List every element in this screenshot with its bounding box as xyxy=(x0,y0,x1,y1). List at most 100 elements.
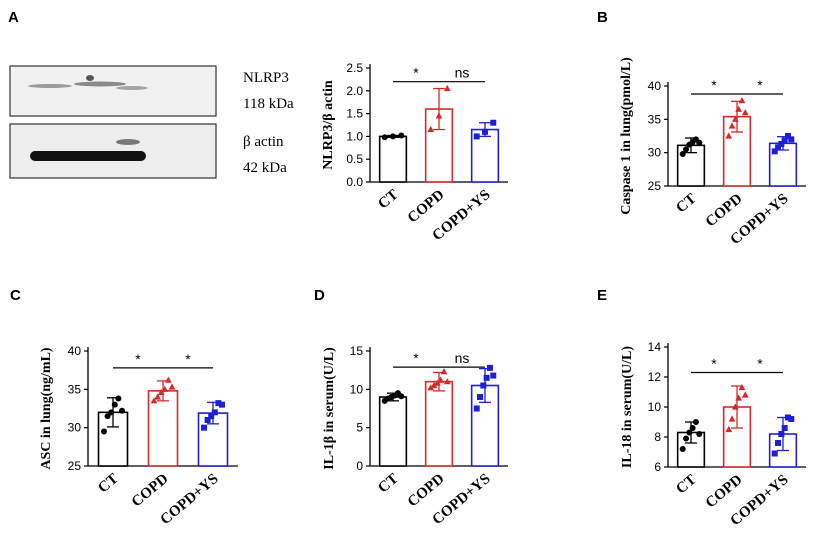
nlrp3-bands xyxy=(28,75,148,90)
significance-label: * xyxy=(185,351,191,367)
significance-label: * xyxy=(757,356,763,372)
data-point xyxy=(218,401,225,408)
y-axis-label: IL-1β in serum(U/L) xyxy=(322,347,337,470)
significance-label: * xyxy=(711,356,717,372)
data-point xyxy=(104,413,111,420)
y-tick-label: 0 xyxy=(356,459,363,473)
category-label: COPD xyxy=(405,187,448,227)
y-tick-label: 2.5 xyxy=(346,61,363,75)
data-point xyxy=(157,388,165,395)
y-axis-label: Caspase 1 in lung(pmol/L) xyxy=(619,57,634,215)
data-point xyxy=(490,119,497,126)
significance-label: ns xyxy=(455,65,470,81)
nlrp3-kda: 118 kDa xyxy=(243,96,294,112)
data-point xyxy=(486,364,493,371)
data-point xyxy=(211,409,218,416)
y-tick-label: 1.5 xyxy=(346,107,363,121)
western-blot-panel: A NLRP3 118 kDa β actin 42 kDa xyxy=(8,9,294,179)
data-point xyxy=(778,141,785,147)
data-point xyxy=(692,419,699,425)
data-point xyxy=(208,413,215,420)
y-tick-label: 0.5 xyxy=(346,152,363,166)
y-tick-label: 12 xyxy=(648,370,662,384)
data-point xyxy=(430,381,438,389)
data-point xyxy=(101,428,108,435)
data-point xyxy=(689,425,696,431)
data-point xyxy=(115,395,122,402)
data-point xyxy=(731,403,739,410)
significance-label: ns xyxy=(455,350,470,366)
panel-label-b: B xyxy=(597,9,608,26)
category-label: COPD xyxy=(703,191,746,231)
data-point xyxy=(741,391,749,398)
category-label: COPD xyxy=(703,472,746,512)
data-point xyxy=(108,409,115,416)
bar-ct xyxy=(378,135,408,183)
significance-label: * xyxy=(757,77,763,93)
data-point xyxy=(679,446,686,452)
data-point xyxy=(437,376,445,383)
data-point xyxy=(775,144,782,151)
data-point xyxy=(741,109,749,116)
data-point xyxy=(164,376,172,383)
y-tick-label: 25 xyxy=(68,459,82,473)
data-point xyxy=(473,133,480,140)
data-point xyxy=(154,393,162,400)
y-tick-label: 35 xyxy=(68,382,82,396)
data-point xyxy=(725,425,733,433)
data-point xyxy=(738,97,746,104)
y-tick-label: 40 xyxy=(68,344,82,358)
y-tick-label: 6 xyxy=(654,460,661,474)
data-point xyxy=(781,425,788,431)
data-point xyxy=(201,424,208,431)
panel-label-d: D xyxy=(314,287,325,304)
category-label: CT xyxy=(673,191,699,217)
data-point xyxy=(735,105,743,112)
data-point xyxy=(483,374,490,381)
data-point xyxy=(788,416,795,422)
y-tick-label: 35 xyxy=(648,112,662,126)
y-tick-label: 1.0 xyxy=(346,129,363,143)
y-tick-label: 25 xyxy=(648,179,662,193)
category-label: COPD xyxy=(129,471,172,511)
data-point xyxy=(788,136,795,143)
data-point xyxy=(161,385,169,392)
y-tick-label: 15 xyxy=(350,344,364,358)
data-point xyxy=(480,382,487,389)
bar-copd xyxy=(424,380,454,467)
y-tick-label: 30 xyxy=(648,146,662,160)
data-point xyxy=(398,393,405,400)
data-point xyxy=(728,122,736,129)
panel-label-c: C xyxy=(10,287,21,304)
data-point xyxy=(781,137,788,144)
significance-label: * xyxy=(135,351,141,367)
data-point xyxy=(435,112,443,119)
y-axis-label: NLRP3/β actin xyxy=(321,80,336,170)
data-point xyxy=(443,378,451,385)
chart-caspase1: B 25 30 35 40 Caspase 1 in lung(pmol/L) CT COPD… xyxy=(597,9,806,248)
data-point xyxy=(482,128,488,135)
y-tick-label: 5 xyxy=(356,421,363,435)
y-tick-label: 14 xyxy=(648,340,662,354)
data-point xyxy=(398,132,405,139)
data-point xyxy=(168,383,176,390)
data-point xyxy=(784,414,791,421)
data-point xyxy=(381,134,388,141)
y-axis-label: IL-18 in serum(U/L) xyxy=(620,346,635,468)
panel-label-e: E xyxy=(597,287,607,304)
data-point xyxy=(725,132,733,139)
data-point xyxy=(473,405,480,412)
actin-label: β actin xyxy=(243,134,284,150)
data-point xyxy=(118,407,125,414)
data-point xyxy=(443,84,451,92)
data-point xyxy=(150,397,158,404)
data-point xyxy=(215,400,222,407)
category-label: CT xyxy=(375,187,401,213)
data-point xyxy=(679,151,686,157)
significance-label: * xyxy=(413,350,419,366)
category-label: COPD xyxy=(405,471,448,511)
data-point xyxy=(771,148,778,155)
data-point xyxy=(778,431,785,437)
